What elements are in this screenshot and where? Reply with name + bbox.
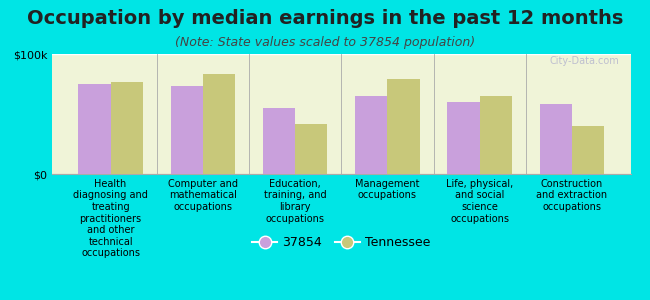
Text: (Note: State values scaled to 37854 population): (Note: State values scaled to 37854 popu… <box>175 36 475 49</box>
Bar <box>78 84 111 174</box>
Bar <box>540 104 572 174</box>
Bar <box>387 79 420 174</box>
Bar <box>203 74 235 174</box>
Bar <box>170 86 203 174</box>
Bar <box>480 96 512 174</box>
Bar <box>447 102 480 174</box>
Text: Occupation by median earnings in the past 12 months: Occupation by median earnings in the pas… <box>27 9 623 28</box>
Bar <box>263 108 295 174</box>
Text: City-Data.com: City-Data.com <box>549 56 619 66</box>
Bar <box>295 124 328 174</box>
Bar <box>355 96 387 174</box>
Legend: 37854, Tennessee: 37854, Tennessee <box>248 231 435 254</box>
Bar <box>572 126 604 174</box>
Bar <box>111 82 143 174</box>
